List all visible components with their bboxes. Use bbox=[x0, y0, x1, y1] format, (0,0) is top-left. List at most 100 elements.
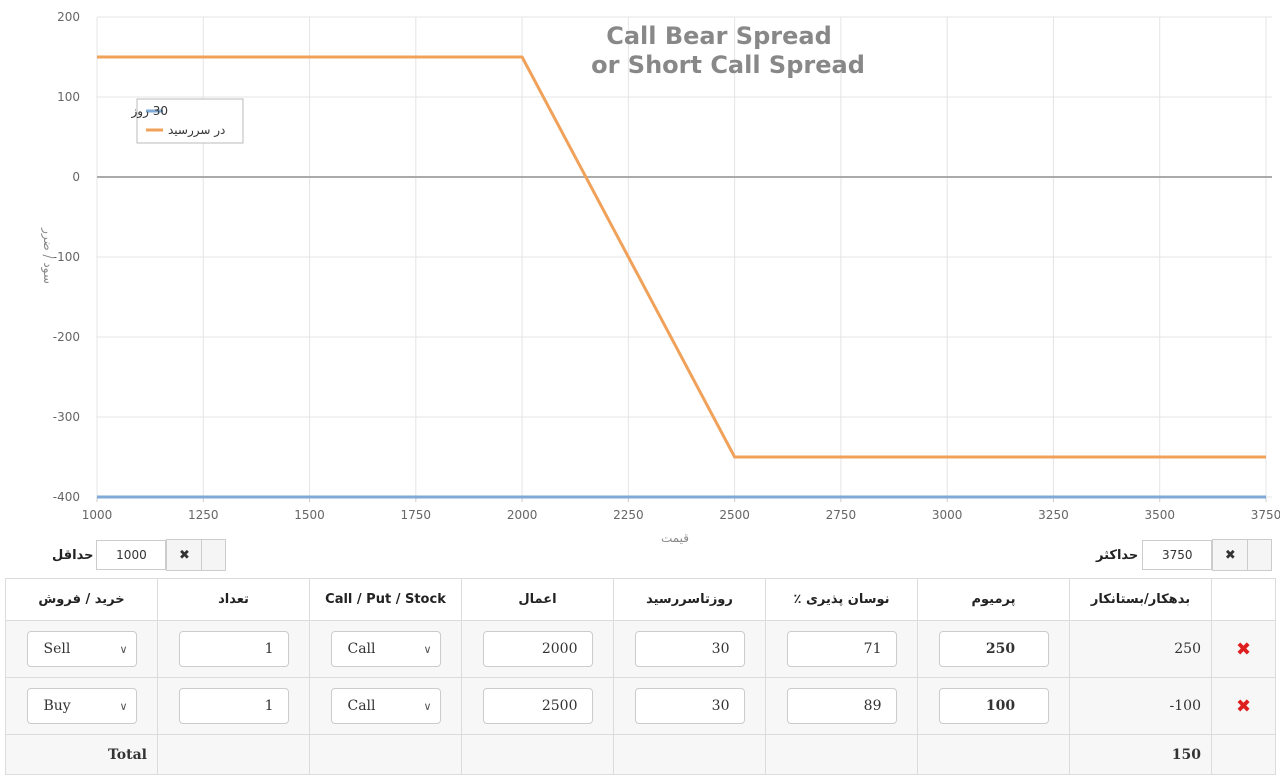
y-tick-label: -400 bbox=[53, 490, 80, 504]
qty-cell: 1 bbox=[157, 620, 310, 678]
type-value: Call bbox=[347, 641, 376, 657]
chevron-down-icon: ∨ bbox=[423, 699, 432, 713]
total-label: Total bbox=[5, 734, 158, 775]
delete-icon: ✖ bbox=[1235, 695, 1252, 717]
min-range-control: حداقل ✖ bbox=[52, 538, 227, 572]
x-tick-label: 1500 bbox=[294, 508, 325, 522]
x-tick-label: 3000 bbox=[932, 508, 963, 522]
type-select[interactable]: Call ∨ bbox=[330, 688, 441, 724]
side-value: Sell bbox=[43, 641, 71, 657]
min-label: حداقل bbox=[52, 547, 94, 563]
y-tick-label: -200 bbox=[53, 330, 80, 344]
qty-input[interactable]: 1 bbox=[178, 688, 289, 724]
x-tick-label: 2250 bbox=[613, 508, 644, 522]
type-cell: Call ∨ bbox=[309, 620, 462, 678]
volatility-cell: 71 bbox=[765, 620, 918, 678]
total-row: Total 150 bbox=[5, 734, 1276, 775]
legend: 30 روز در سررسید bbox=[131, 98, 244, 144]
table-row: Sell ∨ 1 Call ∨ 2000 30 71 250 250 ✖ bbox=[5, 620, 1276, 678]
strike-input[interactable]: 2500 bbox=[482, 688, 593, 724]
days-cell: 30 bbox=[613, 620, 766, 678]
volatility-input[interactable]: 71 bbox=[786, 631, 897, 667]
type-select[interactable]: Call ∨ bbox=[330, 631, 441, 667]
chevron-down-icon: ∨ bbox=[423, 642, 432, 656]
side-cell: Buy ∨ bbox=[5, 677, 158, 735]
chevron-down-icon: ∨ bbox=[119, 642, 128, 656]
clear-min-button[interactable]: ✖ bbox=[166, 539, 203, 571]
header-qty: تعداد bbox=[157, 578, 310, 621]
type-cell: Call ∨ bbox=[309, 677, 462, 735]
x-axis-label: قیمت bbox=[661, 531, 689, 545]
x-tick-label: 1750 bbox=[401, 508, 432, 522]
min-spacer bbox=[202, 539, 227, 571]
header-debit-credit: بدهکار/بستانکار bbox=[1069, 578, 1212, 621]
delete-row-button[interactable]: ✖ bbox=[1211, 620, 1276, 678]
total-empty-cell bbox=[613, 734, 766, 775]
debit-credit-value: 250 bbox=[1069, 620, 1212, 678]
legend-label-30-days: 30 روز bbox=[131, 104, 168, 119]
legs-table: خرید / فروش تعداد Call / Put / Stock اعم… bbox=[5, 578, 1276, 775]
days-input[interactable]: 30 bbox=[634, 688, 745, 724]
premium-input[interactable]: 250 bbox=[938, 631, 1049, 667]
x-tick-label: 3500 bbox=[1144, 508, 1175, 522]
x-tick-label: 2000 bbox=[507, 508, 538, 522]
x-tick-label: 2500 bbox=[719, 508, 750, 522]
y-tick-label: 100 bbox=[57, 90, 80, 104]
chart-title-line-1: Call Bear Spread bbox=[606, 22, 832, 50]
premium-input[interactable]: 100 bbox=[938, 688, 1049, 724]
total-empty-cell bbox=[461, 734, 614, 775]
side-select[interactable]: Buy ∨ bbox=[26, 688, 137, 724]
header-days: روزتاسررسید bbox=[613, 578, 766, 621]
series-lines bbox=[97, 55, 1266, 499]
table-row: Buy ∨ 1 Call ∨ 2500 30 89 100 -100 ✖ bbox=[5, 677, 1276, 735]
legend-box bbox=[136, 98, 244, 144]
side-select[interactable]: Sell ∨ bbox=[26, 631, 137, 667]
y-axis-label: سود / ضرر bbox=[40, 227, 55, 284]
qty-input[interactable]: 1 bbox=[178, 631, 289, 667]
header-actions bbox=[1211, 578, 1276, 621]
max-label: حداکثر bbox=[1096, 547, 1139, 563]
close-icon: ✖ bbox=[179, 547, 190, 563]
chart-title-line-2: or Short Call Spread bbox=[591, 51, 865, 79]
header-volatility: ٪ نوسان پذیری bbox=[765, 578, 918, 621]
total-empty-cell bbox=[917, 734, 1070, 775]
y-tick-label: -300 bbox=[53, 410, 80, 424]
strike-input[interactable]: 2000 bbox=[482, 631, 593, 667]
days-cell: 30 bbox=[613, 677, 766, 735]
premium-cell: 100 bbox=[917, 677, 1070, 735]
strike-cell: 2500 bbox=[461, 677, 614, 735]
type-value: Call bbox=[347, 698, 376, 714]
delete-row-button[interactable]: ✖ bbox=[1211, 677, 1276, 735]
header-premium: پرمیوم bbox=[917, 578, 1070, 621]
side-cell: Sell ∨ bbox=[5, 620, 158, 678]
series-line-expiry bbox=[97, 55, 1266, 459]
header-type: Call / Put / Stock bbox=[309, 578, 462, 621]
total-empty-cell bbox=[309, 734, 462, 775]
side-value: Buy bbox=[43, 698, 71, 714]
debit-credit-value: -100 bbox=[1069, 677, 1212, 735]
volatility-cell: 89 bbox=[765, 677, 918, 735]
total-empty-cell bbox=[157, 734, 310, 775]
x-tick-label: 2750 bbox=[826, 508, 857, 522]
x-tick-label: 3250 bbox=[1038, 508, 1069, 522]
x-tick-label: 3750 bbox=[1251, 508, 1280, 522]
x-tick-label: 1000 bbox=[82, 508, 113, 522]
strike-cell: 2000 bbox=[461, 620, 614, 678]
header-strike: اعمال bbox=[461, 578, 614, 621]
max-price-input[interactable] bbox=[1142, 540, 1213, 570]
max-range-control: حداکثر ✖ bbox=[1096, 538, 1273, 572]
premium-cell: 250 bbox=[917, 620, 1070, 678]
tick-labels: 1000 1250 1500 1750 2000 2250 2500 2750 3000 3250… bbox=[53, 10, 1280, 522]
header-side: خرید / فروش bbox=[5, 578, 158, 621]
days-input[interactable]: 30 bbox=[634, 631, 745, 667]
table-header-row: خرید / فروش تعداد Call / Put / Stock اعم… bbox=[5, 578, 1276, 621]
total-empty-cell bbox=[1211, 734, 1276, 775]
qty-cell: 1 bbox=[157, 677, 310, 735]
y-tick-label: 0 bbox=[72, 170, 80, 184]
clear-max-button[interactable]: ✖ bbox=[1212, 539, 1249, 571]
max-spacer bbox=[1248, 539, 1273, 571]
total-value: 150 bbox=[1069, 734, 1212, 775]
volatility-input[interactable]: 89 bbox=[786, 688, 897, 724]
min-price-input[interactable] bbox=[96, 540, 167, 570]
chevron-down-icon: ∨ bbox=[119, 699, 128, 713]
